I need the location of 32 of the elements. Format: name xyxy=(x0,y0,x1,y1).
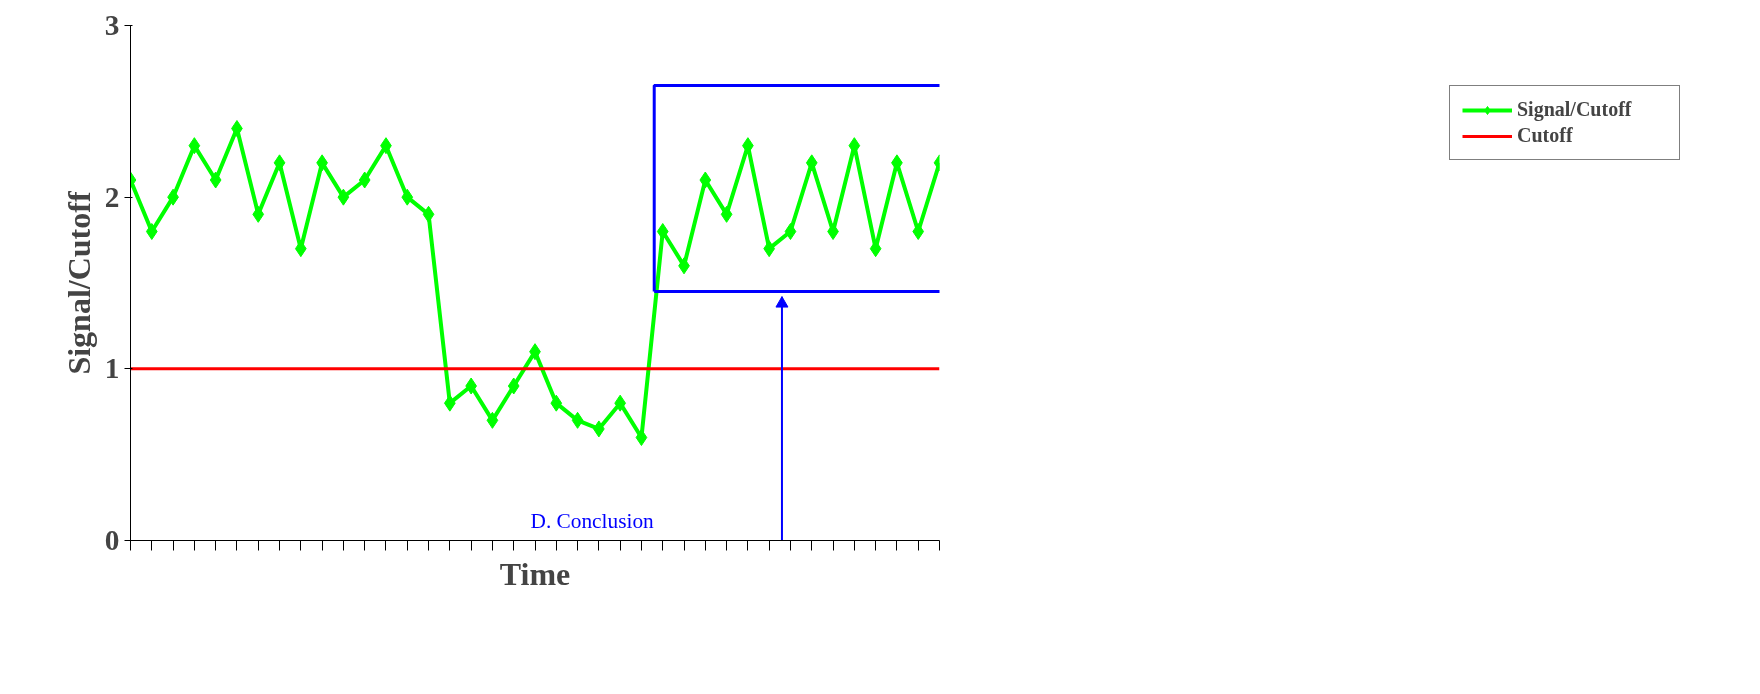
point xyxy=(358,171,371,189)
point xyxy=(912,223,925,240)
point xyxy=(827,223,839,240)
y-tick-label: 0 xyxy=(104,524,120,556)
point xyxy=(635,429,648,446)
point xyxy=(805,154,818,172)
y-axis-title: Signal/Cutoff xyxy=(60,191,97,375)
point xyxy=(763,240,776,258)
point xyxy=(720,205,733,223)
point xyxy=(252,205,265,223)
point xyxy=(486,411,499,429)
point xyxy=(571,411,584,429)
point xyxy=(656,223,669,240)
point xyxy=(145,223,158,240)
legend-label: Cutoff xyxy=(1517,124,1574,147)
point xyxy=(273,154,286,172)
legend-label: Signal/Cutoff xyxy=(1517,98,1633,121)
point xyxy=(422,205,435,223)
point xyxy=(784,223,797,240)
point xyxy=(188,137,201,155)
point xyxy=(401,188,414,206)
y-tick-label: 1 xyxy=(104,352,120,385)
point xyxy=(550,394,563,412)
point xyxy=(699,171,712,189)
point xyxy=(209,171,222,189)
y-tick-label: 2 xyxy=(104,180,120,213)
point xyxy=(507,377,520,395)
point xyxy=(231,120,243,137)
point xyxy=(337,188,350,206)
annotation: D. Conclusion xyxy=(530,508,655,533)
x-axis-title: Time xyxy=(499,555,571,592)
y-tick-label: 3 xyxy=(104,9,120,41)
